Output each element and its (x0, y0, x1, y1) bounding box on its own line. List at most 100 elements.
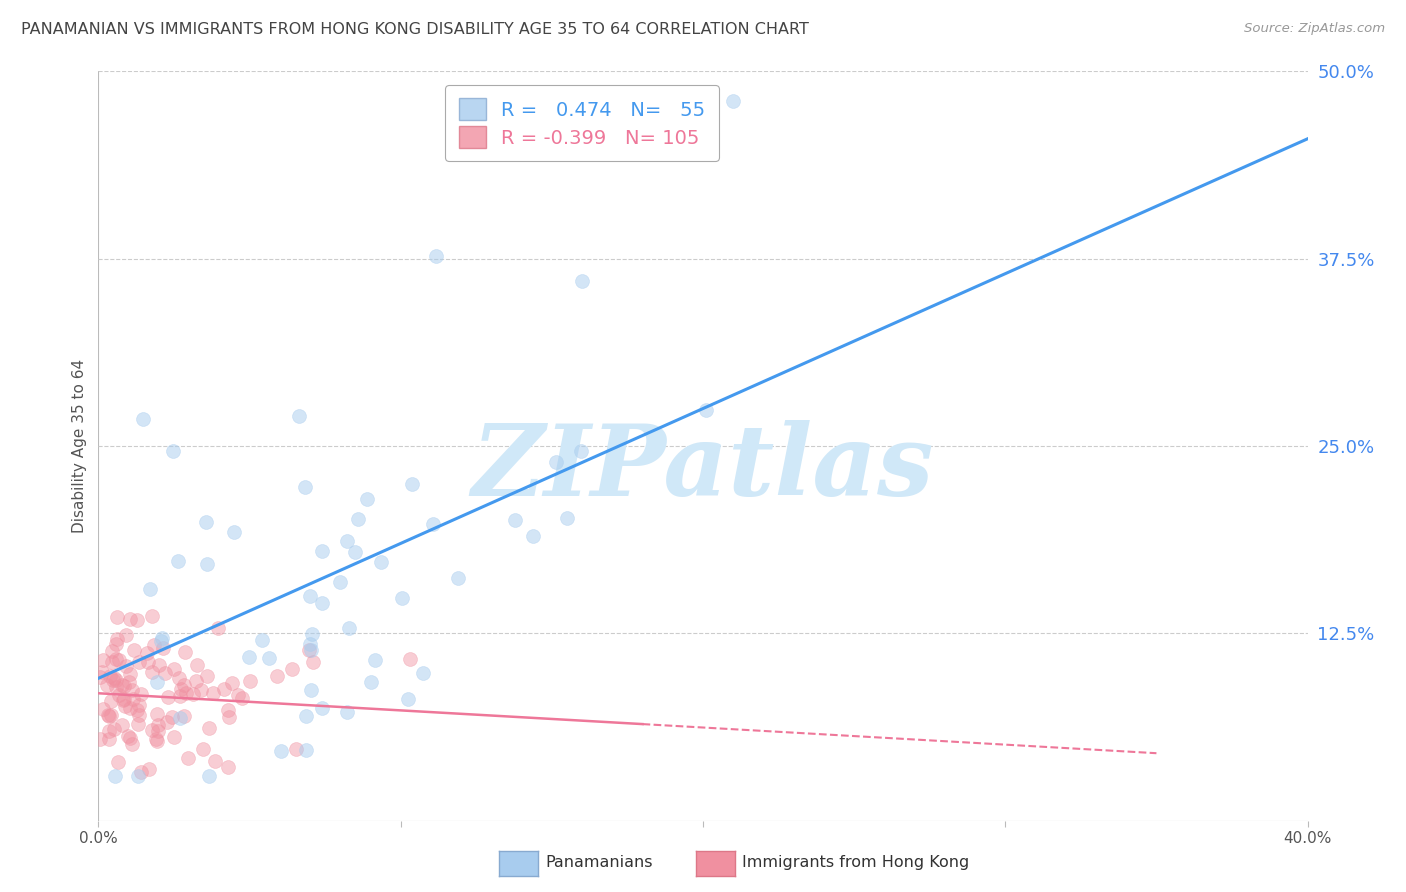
Point (163, 662, 186, 676)
Point (121, 682, 143, 697)
Point (91, 702, 114, 716)
Point (150, 631, 173, 645)
Point (105, 652, 128, 666)
Point (186, 673, 208, 688)
Point (169, 711, 191, 725)
Point (91, 653, 114, 667)
Point (162, 710, 184, 724)
Point (127, 613, 149, 627)
Point (98, 669, 121, 683)
Point (401, 477, 423, 491)
Point (103, 769, 125, 783)
Point (422, 517, 444, 532)
Point (152, 640, 174, 655)
Point (202, 686, 225, 700)
Point (162, 444, 184, 458)
Point (204, 754, 226, 768)
Point (195, 557, 218, 571)
Point (266, 668, 288, 682)
Point (91, 665, 114, 679)
Point (190, 682, 212, 697)
Point (337, 621, 360, 635)
Point (141, 665, 163, 679)
Point (571, 274, 593, 288)
Point (217, 760, 239, 774)
Point (105, 632, 128, 646)
Point (280, 661, 302, 675)
Text: Source: ZipAtlas.com: Source: ZipAtlas.com (1244, 22, 1385, 36)
Point (142, 638, 165, 652)
Text: PANAMANIAN VS IMMIGRANTS FROM HONG KONG DISABILITY AGE 35 TO 64 CORRELATION CHAR: PANAMANIAN VS IMMIGRANTS FROM HONG KONG … (21, 22, 808, 37)
Point (522, 529, 544, 543)
Point (129, 687, 152, 701)
Point (181, 687, 204, 701)
Point (101, 673, 124, 687)
Point (336, 705, 359, 719)
Point (257, 651, 280, 665)
Point (412, 665, 434, 680)
Point (447, 571, 470, 585)
Point (139, 582, 162, 596)
Point (120, 612, 142, 626)
Point (104, 637, 127, 651)
Point (148, 657, 170, 672)
Point (98, 709, 121, 723)
Point (167, 671, 190, 685)
Point (100, 655, 122, 669)
Point (207, 621, 229, 635)
Point (299, 637, 322, 651)
Point (118, 675, 141, 690)
Point (360, 675, 382, 690)
Point (270, 743, 292, 757)
Point (343, 545, 366, 559)
Point (148, 723, 170, 738)
Point (298, 642, 321, 657)
Point (250, 633, 273, 648)
Point (89, 731, 111, 746)
Point (503, 513, 526, 527)
Point (112, 679, 135, 693)
Point (198, 769, 221, 783)
Point (221, 676, 243, 690)
Point (121, 691, 143, 706)
Point (108, 689, 131, 703)
Point (114, 698, 136, 713)
Point (399, 652, 422, 666)
Point (105, 609, 128, 624)
Text: Panamanians: Panamanians (546, 855, 652, 870)
Point (217, 703, 239, 717)
Point (546, 455, 568, 469)
Point (311, 596, 333, 610)
Point (111, 678, 134, 692)
Point (141, 723, 163, 738)
Point (328, 574, 350, 589)
Point (111, 692, 134, 706)
Point (127, 703, 149, 717)
Point (136, 646, 159, 660)
Point (166, 554, 188, 568)
Y-axis label: Disability Age 35 to 64: Disability Age 35 to 64 (72, 359, 87, 533)
Point (156, 714, 179, 729)
Point (138, 762, 160, 776)
Text: Immigrants from Hong Kong: Immigrants from Hong Kong (742, 855, 970, 870)
Point (122, 643, 145, 657)
Point (298, 589, 321, 603)
Point (114, 659, 136, 673)
Point (111, 718, 134, 732)
Text: ZIPatlas: ZIPatlas (472, 420, 934, 516)
Legend: R =   0.474   N=   55, R = -0.399   N= 105: R = 0.474 N= 55, R = -0.399 N= 105 (446, 85, 718, 161)
Point (128, 655, 150, 669)
Point (239, 673, 262, 688)
Point (150, 634, 173, 648)
Point (98, 724, 121, 739)
Point (153, 666, 176, 681)
Point (100, 708, 122, 723)
Point (107, 755, 129, 769)
Point (295, 743, 318, 757)
Point (347, 512, 370, 526)
Point (169, 689, 191, 703)
Point (128, 698, 150, 712)
Point (301, 627, 323, 641)
Point (336, 534, 359, 549)
Point (121, 737, 143, 751)
